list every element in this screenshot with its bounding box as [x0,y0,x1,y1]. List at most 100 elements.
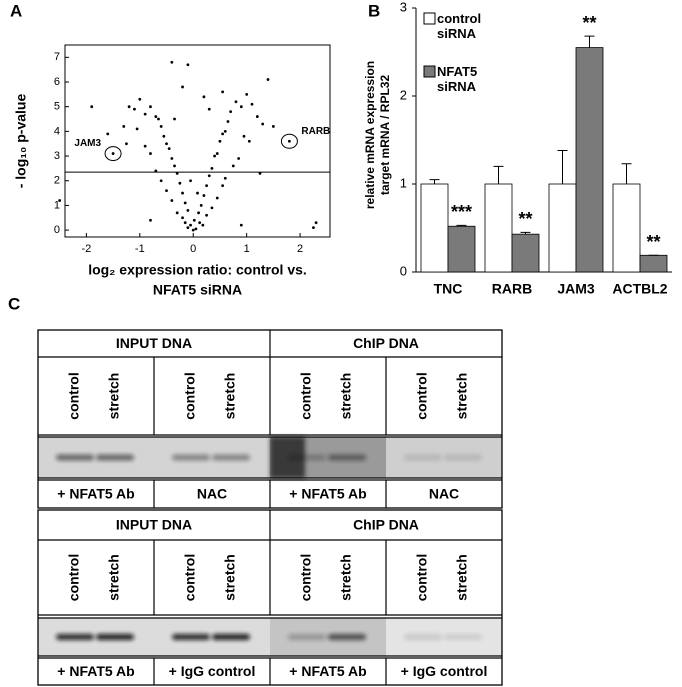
significance-label: ** [518,209,532,229]
bar [447,225,476,273]
point [210,166,214,170]
point [234,100,238,104]
y-tick-label: 5 [54,101,60,113]
bar [484,183,513,273]
lane-label: control [66,372,82,419]
gel-band [212,454,250,461]
point [237,157,241,160]
y-tick-label: 0 [400,263,407,278]
condition-label: + IgG control [401,663,488,679]
point [165,189,168,193]
gel-band [404,634,442,640]
condition-label: + NFAT5 Ab [57,486,134,502]
point [186,208,190,212]
significance-label: *** [451,202,472,222]
point [221,90,225,94]
point [223,176,227,180]
y-axis-label: target mRNA / RPL32 [378,75,392,196]
y-tick-label: 1 [54,199,60,211]
gel-band [172,454,210,461]
annotation-label: RARB [301,126,330,137]
x-tick-label: JAM3 [557,281,595,297]
point [202,95,206,99]
point [183,201,187,205]
bar [548,183,577,273]
blot-header: INPUT DNA [116,335,192,351]
y-tick-label: 3 [400,0,407,14]
y-tick-label: 2 [54,175,60,187]
point [181,85,184,89]
point [215,196,219,200]
lane-label: stretch [338,373,354,420]
point [207,107,211,111]
point [221,184,225,188]
x-tick-label: RARB [492,281,532,297]
point [122,125,126,128]
point [229,110,233,114]
y-tick-label: 0 [54,224,60,236]
point [159,125,163,128]
y-axis-label: - log₁₀ p-value [13,94,29,189]
x-tick-label: -2 [81,243,91,255]
point [167,147,171,151]
point [255,115,259,118]
blot-header: ChIP DNA [353,335,419,351]
x-tick-label: 1 [244,243,250,255]
gel-band [172,634,210,640]
error-bar [429,179,440,184]
significance-label: ** [646,232,660,252]
point [90,105,94,109]
point [149,218,152,222]
legend-label: NFAT5 siRNA [437,64,478,94]
condition-label: + IgG control [169,663,256,679]
panel-label: C [8,294,20,313]
error-bar [584,35,595,48]
point [198,221,202,225]
point [271,125,275,128]
bar [575,47,604,273]
point [170,60,174,64]
point [189,179,192,183]
blot-header: INPUT DNA [116,517,192,533]
point [135,127,139,131]
panel-label: B [368,1,380,20]
lane-label: stretch [454,554,470,601]
point [221,132,225,136]
legend-label: control siRNA [437,11,482,41]
error-bar [557,150,568,184]
gel-band [404,454,442,461]
point [149,152,152,155]
gel-band [288,634,326,640]
lane-label: control [414,554,430,601]
point [165,142,168,146]
point [210,206,214,210]
point [245,92,249,96]
y-tick-label: 2 [400,87,407,102]
condition-label: NAC [429,486,459,502]
gel-band [444,634,482,640]
point [170,199,174,202]
point [194,227,198,231]
point [138,97,142,101]
point [143,112,147,116]
blot-header: ChIP DNA [353,517,419,533]
legend-swatch [423,65,436,78]
point [125,142,128,146]
point [287,139,291,143]
point [186,226,190,230]
gel-band [56,454,94,461]
point [218,139,222,143]
x-tick-label: TNC [434,281,463,297]
x-axis-label: NFAT5 siRNA [153,282,242,298]
point [250,102,254,106]
gel-band [328,634,366,640]
lane-label: control [298,372,314,419]
legend-swatch [423,12,436,25]
gel-band [212,634,250,640]
plot-frame [64,44,331,238]
point [181,191,184,195]
point [111,152,115,155]
point [223,129,227,133]
point [106,132,110,136]
